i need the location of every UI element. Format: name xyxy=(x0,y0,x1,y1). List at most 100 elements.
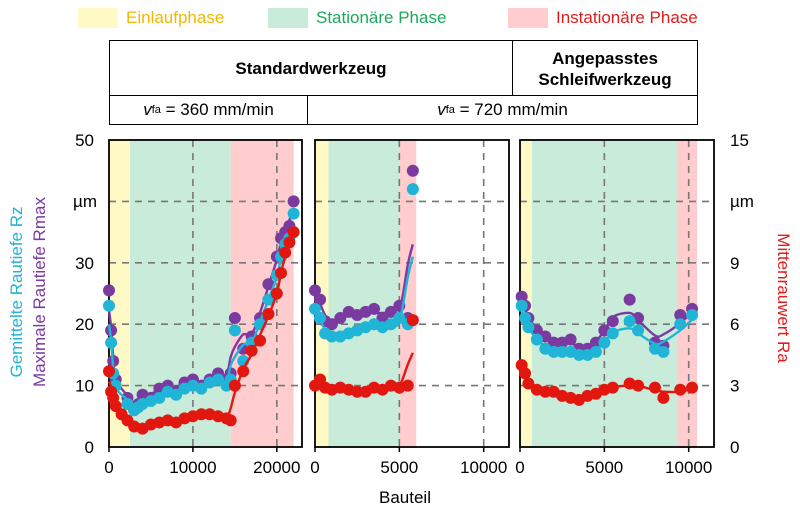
x-tick-label: 20000 xyxy=(253,458,300,477)
legend-item-einlaufphase: Einlaufphase xyxy=(78,8,224,28)
data-point-rz xyxy=(314,312,327,325)
data-point-ra xyxy=(283,236,296,249)
y-right-label-ra: Mittenrauwert Ra xyxy=(774,233,793,363)
data-point-rz xyxy=(262,293,275,306)
data-point-rmax xyxy=(674,308,687,321)
legend-swatch-einlaufphase xyxy=(78,8,118,28)
phase-band xyxy=(399,140,417,447)
data-point-rz xyxy=(105,336,118,349)
data-point-ra xyxy=(195,408,208,421)
y-left-label-rmax: Maximale Rautiefe Rmax xyxy=(30,197,49,387)
data-point-ra xyxy=(606,381,619,394)
data-point-rmax xyxy=(325,318,338,331)
data-point-ra xyxy=(674,383,687,396)
data-point-rz xyxy=(103,299,115,312)
y-left-tick-label: 0 xyxy=(85,438,94,457)
y-left-tick-label: 10 xyxy=(75,377,94,396)
x-tick-label: 10000 xyxy=(460,458,507,477)
data-point-rmax xyxy=(334,312,347,325)
data-point-ra xyxy=(401,379,414,392)
legend-label-instationaere-phase: Instationäre Phase xyxy=(556,8,698,27)
data-point-rmax xyxy=(376,312,389,325)
data-point-rz xyxy=(623,315,636,328)
x-tick-label: 10000 xyxy=(665,458,712,477)
data-point-ra xyxy=(539,385,552,398)
data-point-rmax xyxy=(262,278,275,291)
data-point-ra xyxy=(237,365,250,378)
x-tick-label: 5000 xyxy=(585,458,623,477)
header-adapted-tool-line2: Schleifwerkzeug xyxy=(538,69,672,89)
data-point-rz xyxy=(153,391,166,404)
phase-band xyxy=(328,140,400,447)
x-axis-label: Bauteil xyxy=(379,488,431,507)
data-point-rmax xyxy=(103,284,115,297)
chart-panel: 0 10000 20000 xyxy=(103,139,303,477)
data-point-ra xyxy=(519,367,532,380)
x-tick-label: 0 xyxy=(104,458,113,477)
speed-value: = 720 mm/min xyxy=(459,100,568,119)
y-left-tick-label: 50 xyxy=(75,131,94,150)
y-right-tick-label: 9 xyxy=(730,254,739,273)
data-point-rz xyxy=(519,312,532,325)
data-point-ra xyxy=(406,314,419,327)
data-point-rmax xyxy=(228,312,241,325)
y-right-ticks: 0 3 6 9 15 xyxy=(730,131,749,457)
data-point-rmax xyxy=(309,284,321,297)
y-left-tick-label: 20 xyxy=(75,315,94,334)
speed-label-720: v fa = 720 mm/min xyxy=(307,95,698,125)
data-point-ra xyxy=(686,381,699,394)
data-point-rz xyxy=(598,336,611,349)
header-standard-tool-label: Standardwerkzeug xyxy=(235,59,387,78)
data-point-rmax xyxy=(314,293,327,306)
data-point-rz xyxy=(573,348,586,361)
data-point-rmax xyxy=(515,290,528,303)
data-point-rmax xyxy=(589,336,602,349)
data-point-rz xyxy=(170,388,183,401)
data-point-rz xyxy=(393,312,406,325)
data-point-ra xyxy=(648,381,661,394)
y-left-unit: µm xyxy=(73,192,97,211)
data-point-rz xyxy=(657,345,670,358)
chart-panel: 0 5000 10000 xyxy=(309,139,510,477)
phase-band xyxy=(230,140,294,447)
data-point-ra xyxy=(351,385,364,398)
y-left-ticks: 0 10 20 30 50 xyxy=(75,131,94,457)
data-point-ra xyxy=(522,377,535,390)
data-point-rmax xyxy=(384,305,397,318)
chart-panel: 0 5000 10000 xyxy=(515,139,715,477)
data-point-rmax xyxy=(368,302,381,315)
data-point-rz xyxy=(212,373,225,386)
data-point-rz xyxy=(530,333,543,346)
data-point-rz xyxy=(309,302,321,315)
data-point-rz xyxy=(674,318,687,331)
x-tick-label: 10000 xyxy=(169,458,216,477)
legend-swatch-stationaere-phase xyxy=(268,8,308,28)
speed-value: = 360 mm/min xyxy=(165,100,274,119)
data-point-rmax xyxy=(623,293,636,306)
data-point-ra xyxy=(632,379,645,392)
speed-label-360: v fa = 360 mm/min xyxy=(109,95,308,125)
chart-panels: 0 10000 20000 0 5000 10000 0 5000 10000 xyxy=(103,139,715,477)
data-point-rz xyxy=(325,330,338,343)
y-left-label-rz: Gemittelte Rautiefe Rz xyxy=(7,206,26,377)
speed-symbol: v xyxy=(437,100,446,119)
data-point-ra xyxy=(245,344,258,357)
data-point-rmax xyxy=(564,333,577,346)
data-point-rz xyxy=(556,345,569,358)
x-tick-label: 0 xyxy=(310,458,319,477)
data-point-rz xyxy=(228,324,241,337)
data-point-ra xyxy=(657,391,670,404)
data-point-ra xyxy=(254,334,267,347)
data-point-rz xyxy=(515,299,528,312)
y-left-tick-label: 30 xyxy=(75,254,94,273)
data-point-ra xyxy=(103,365,115,378)
data-point-rz xyxy=(384,318,397,331)
data-point-rz xyxy=(406,183,419,196)
header-adapted-tool: Angepasstes Schleifwerkzeug xyxy=(512,40,698,97)
data-point-ra xyxy=(270,287,283,300)
data-point-rz xyxy=(522,321,535,334)
data-point-rz xyxy=(195,382,208,395)
data-point-rz xyxy=(686,308,699,321)
header-adapted-tool-line1: Angepasstes xyxy=(552,48,658,68)
y-right-tick-label: 6 xyxy=(730,315,739,334)
